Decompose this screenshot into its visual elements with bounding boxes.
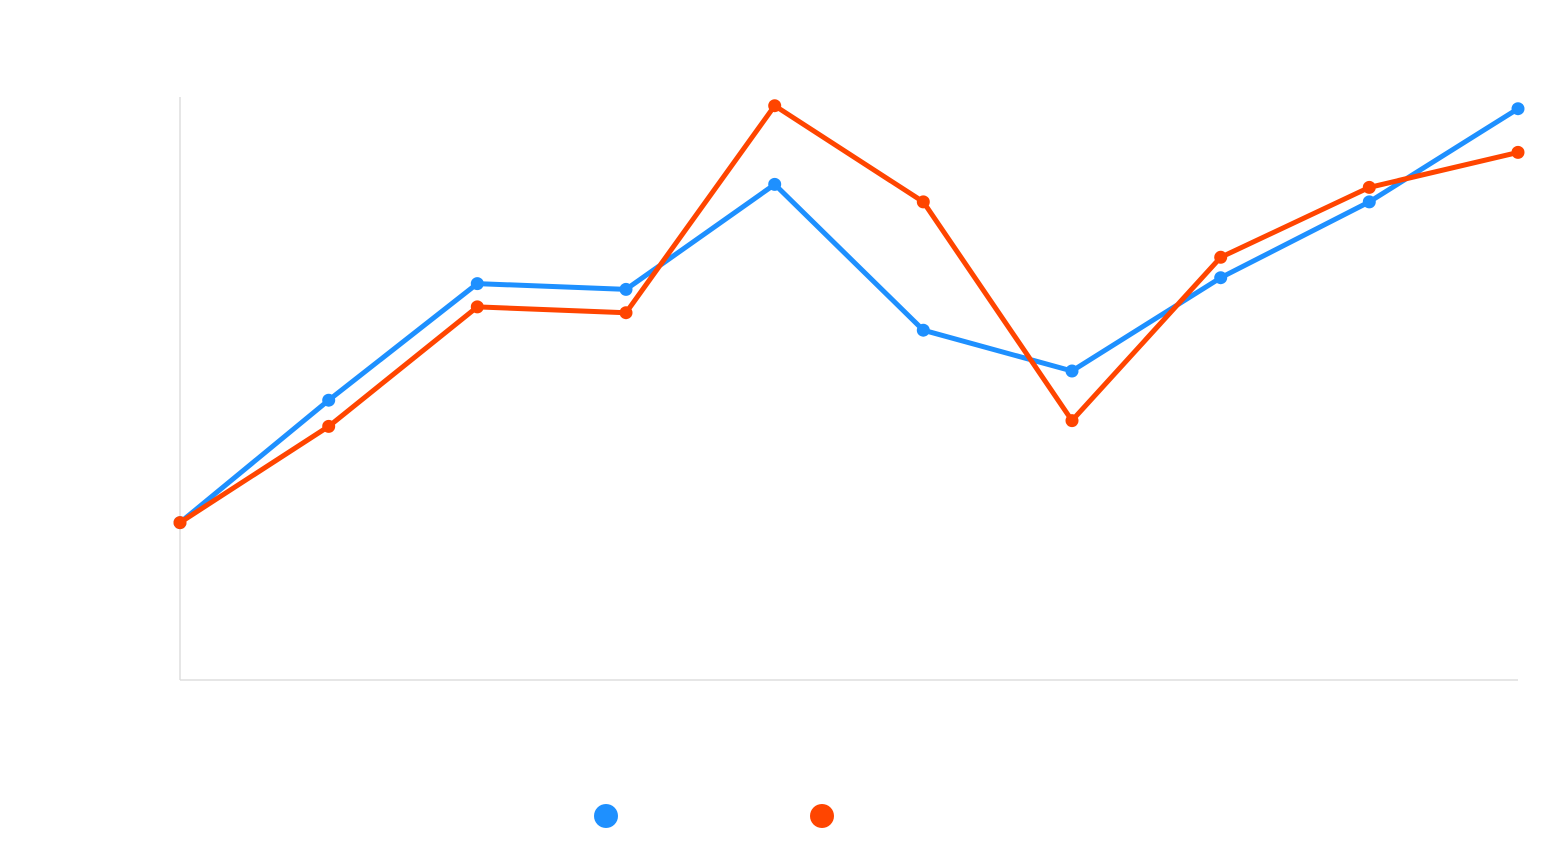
series-1-line (177, 106, 1521, 526)
series-1-point[interactable] (768, 177, 782, 191)
series-1-point[interactable] (916, 323, 930, 337)
legend-item[interactable] (594, 804, 618, 828)
series-2-point[interactable] (1214, 250, 1228, 264)
series-2-point[interactable] (1511, 145, 1525, 159)
series-2-point[interactable] (1065, 414, 1079, 428)
series-1-point[interactable] (1214, 271, 1228, 285)
series-2-point[interactable] (619, 306, 633, 320)
axes (179, 97, 1518, 681)
series-2-point[interactable] (173, 516, 187, 530)
series-2-line (177, 103, 1521, 526)
series-1-point[interactable] (1511, 102, 1525, 116)
legend-marker (594, 804, 618, 828)
series-2-point[interactable] (1362, 180, 1376, 194)
legend-item[interactable] (810, 804, 834, 828)
series-layer (173, 99, 1525, 530)
series-1-point[interactable] (1362, 195, 1376, 209)
series-2-point[interactable] (916, 195, 930, 209)
series-1-point[interactable] (1065, 364, 1079, 378)
series-1-point[interactable] (322, 393, 336, 407)
legend-marker (810, 804, 834, 828)
series-2-point[interactable] (322, 419, 336, 433)
series-1-point[interactable] (470, 277, 484, 291)
series-1-point[interactable] (619, 282, 633, 296)
series-2 (173, 99, 1525, 530)
series-2-point[interactable] (768, 99, 782, 113)
series-2-point[interactable] (470, 300, 484, 314)
legend (594, 804, 834, 828)
series-1 (173, 102, 1525, 530)
